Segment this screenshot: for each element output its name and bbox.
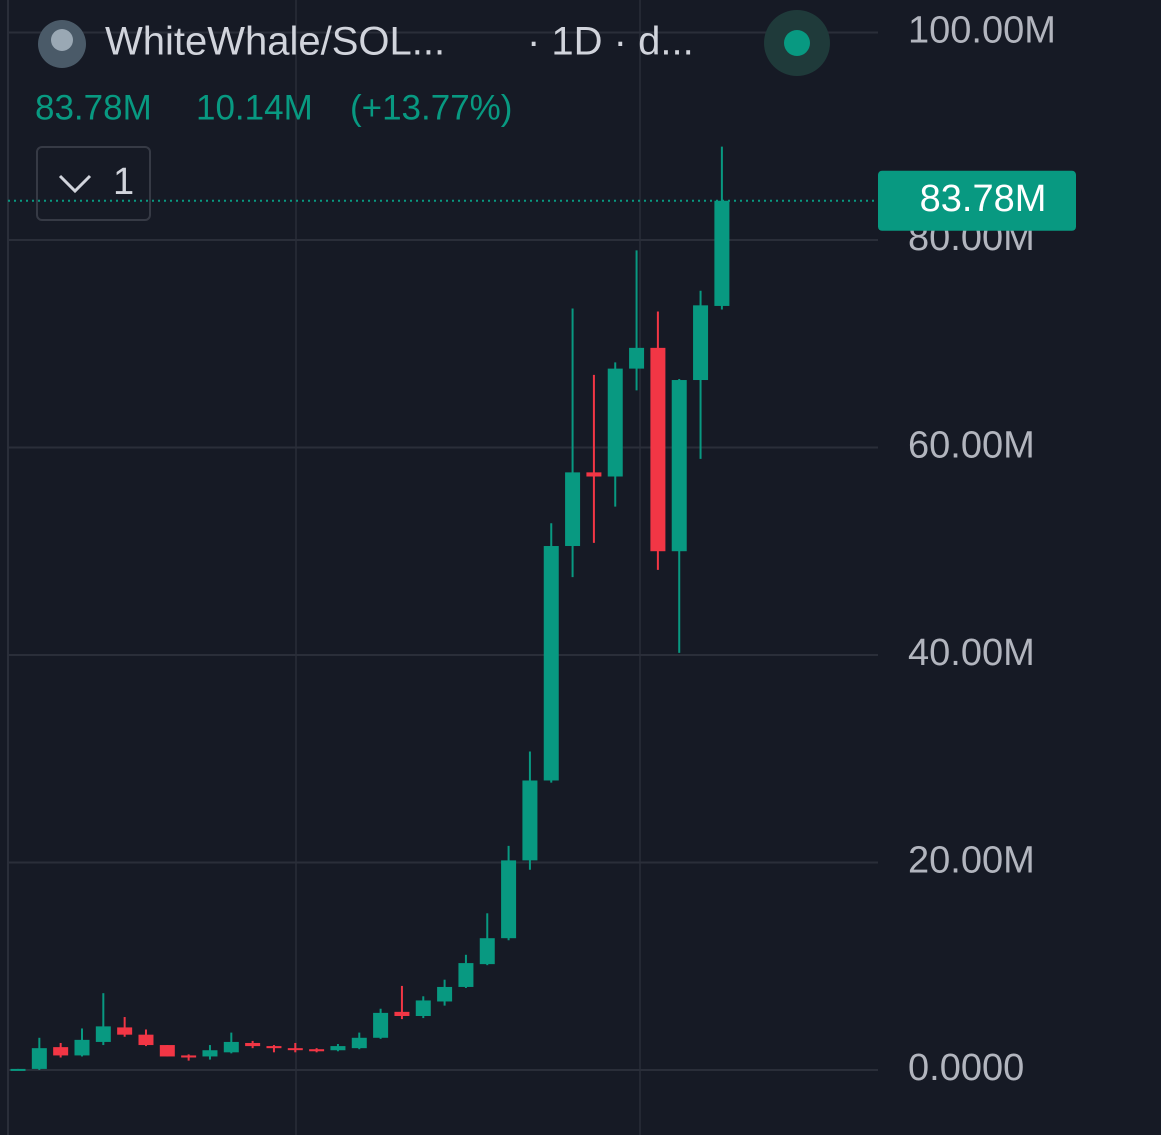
candle-body (522, 780, 538, 861)
indicator-toggle[interactable] (36, 146, 151, 221)
candle-body (586, 472, 602, 477)
candle-body (287, 1048, 303, 1051)
header-change-pct: (+13.77%) (350, 88, 512, 127)
candle-body (394, 1011, 410, 1017)
candle-body (351, 1037, 367, 1049)
token-icon-detail (51, 29, 73, 51)
candle-body (223, 1041, 239, 1053)
y-tick-label: 100.00M (908, 10, 1056, 52)
candle-body (202, 1050, 218, 1057)
candle-body (74, 1039, 90, 1056)
chevron-icon (58, 174, 92, 194)
candle-body (693, 305, 709, 381)
candle-body (373, 1012, 389, 1038)
candle-body (415, 1000, 431, 1017)
candle-body (10, 1068, 26, 1071)
last-price-label: 83.78M (920, 178, 1047, 220)
candle-body (543, 546, 559, 781)
plot (8, 31, 878, 1071)
candle-body (138, 1034, 154, 1046)
candle-body (53, 1047, 69, 1056)
status-dot (784, 30, 810, 56)
last-price-tag (878, 170, 1076, 231)
indicator-count: 1 (113, 161, 134, 203)
candle-body (309, 1049, 325, 1052)
candle-body (565, 472, 581, 547)
y-tick-label: 40.00M (908, 632, 1035, 674)
candle-body (671, 380, 687, 552)
candle-body (266, 1046, 282, 1049)
y-tick-label: 60.00M (908, 424, 1035, 466)
candle-body (501, 860, 517, 939)
y-tick-label: 20.00M (908, 839, 1035, 881)
candle-body (31, 1048, 47, 1069)
candle-body (479, 938, 495, 965)
symbol-title: WhiteWhale/SOL... (105, 20, 445, 64)
candle-body (181, 1055, 197, 1058)
interval: · 1D · d... (527, 20, 694, 64)
header-close: 83.78M (35, 88, 152, 127)
candle-body (245, 1042, 261, 1047)
header-change: 10.14M (196, 88, 313, 127)
candle-body (714, 200, 730, 306)
candle-body (437, 986, 453, 1002)
candle-body (159, 1045, 175, 1057)
candle-body (117, 1027, 133, 1035)
candle-body (650, 347, 666, 552)
candle-body (330, 1046, 346, 1051)
candle-body (95, 1026, 111, 1042)
y-tick-label: 0.0000 (908, 1047, 1024, 1089)
candle-body (607, 368, 623, 477)
candle-body (458, 963, 474, 987)
candle-body (629, 347, 645, 369)
